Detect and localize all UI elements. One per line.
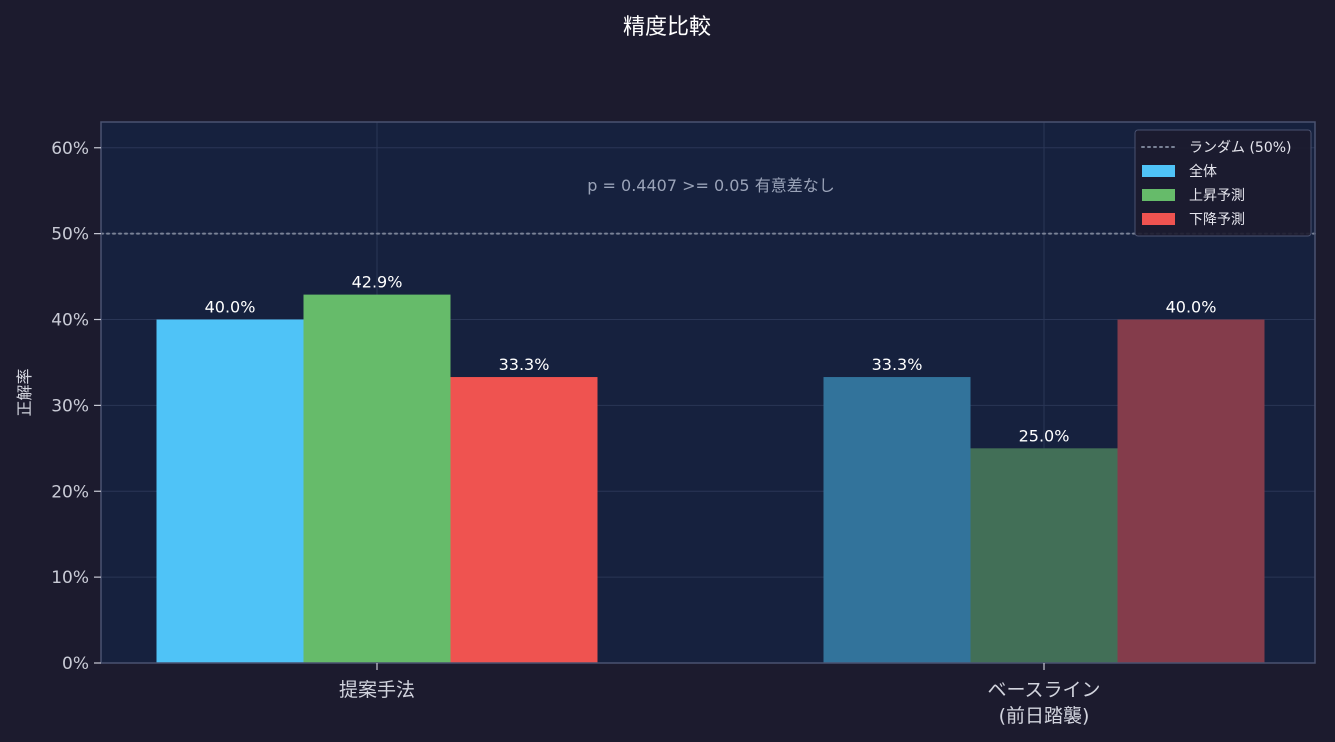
significance-annotation: p = 0.4407 >= 0.05 有意差なし [587, 176, 834, 195]
bar-0-2 [450, 377, 598, 663]
data-label-1-1: 25.0% [1019, 426, 1070, 445]
legend-swatch-1 [1142, 165, 1175, 177]
chart-title: 精度比較 [623, 15, 711, 40]
bar-0-1 [303, 294, 451, 663]
y-tick-label-5: 50% [51, 225, 89, 245]
data-label-0-2: 33.3% [499, 355, 550, 374]
legend-label-2: 上昇予測 [1189, 188, 1245, 204]
data-label-1-0: 33.3% [872, 355, 923, 374]
y-tick-label-3: 30% [51, 396, 89, 416]
legend-box [1134, 129, 1312, 237]
y-tick-label-2: 20% [51, 482, 89, 502]
x-tick-label-1: ベースライン(前日踏襲) [987, 679, 1100, 727]
legend-label-3: 下降予測 [1189, 212, 1245, 228]
data-label-1-2: 40.0% [1166, 298, 1217, 317]
bar-1-2 [1117, 319, 1265, 663]
bar-1-0 [823, 377, 971, 663]
y-tick-label-6: 60% [51, 139, 89, 159]
data-labels: 40.0% 42.9% 33.3% 33.3% 25.0% 40.0% [205, 273, 1217, 446]
plot-frame [100, 121, 1316, 664]
y-axis-label: 正解率 [15, 368, 34, 416]
x-tick-label-0: 提案手法 [339, 679, 415, 701]
bar-1-1 [970, 448, 1118, 663]
y-tick-label-1: 10% [51, 568, 89, 588]
legend-label-1: 全体 [1189, 163, 1217, 180]
bar-0-0 [156, 319, 304, 663]
data-label-0-0: 40.0% [205, 298, 256, 317]
y-tick-label-0: 0% [62, 654, 89, 674]
data-label-0-1: 42.9% [352, 273, 403, 292]
legend-label-0: ランダム (50%) [1189, 140, 1292, 156]
legend-swatch-3 [1142, 213, 1175, 225]
bars [156, 294, 1265, 663]
y-axis: 0% 10% 20% 30% 40% 50% 60% [51, 139, 101, 674]
y-tick-label-4: 40% [51, 311, 89, 331]
legend-swatch-2 [1142, 189, 1175, 201]
x-axis: 提案手法 ベースライン(前日踏襲) [339, 663, 1101, 727]
